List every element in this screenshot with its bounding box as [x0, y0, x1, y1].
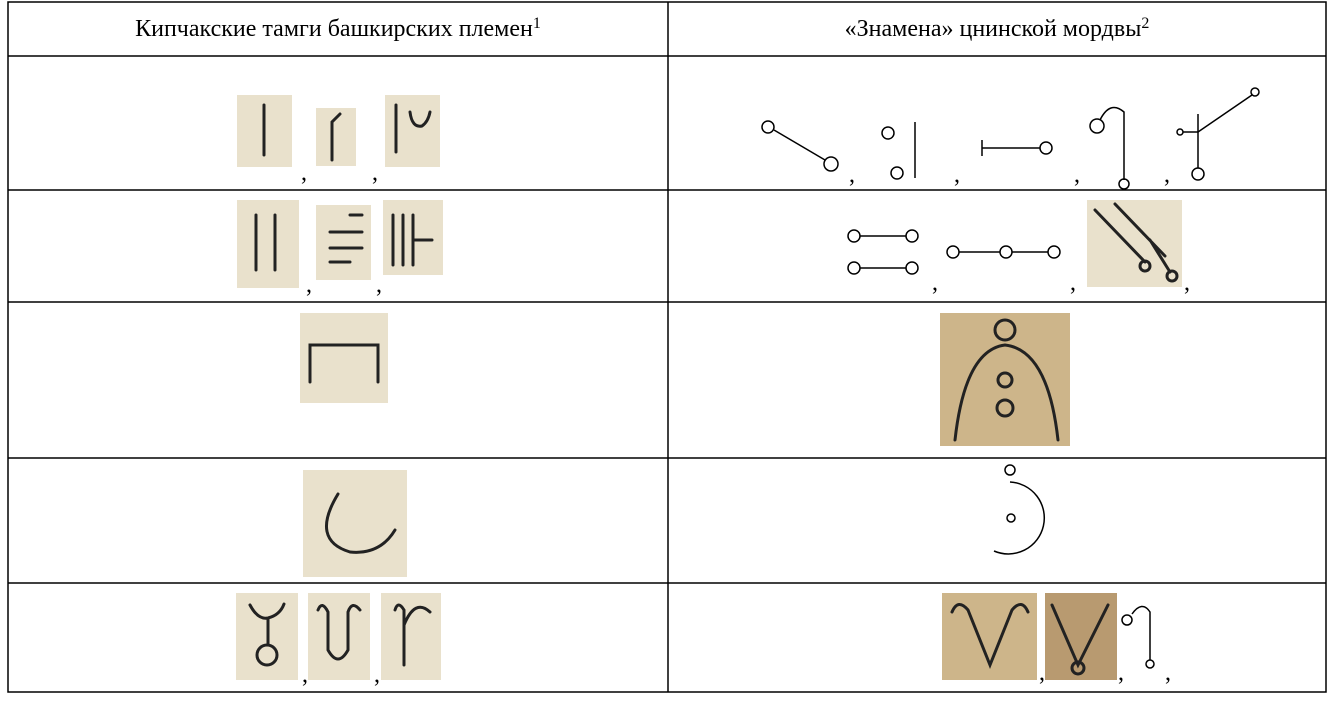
znamena-icons [940, 313, 1070, 446]
znamena-icons [847, 200, 1182, 287]
znamena-icons [942, 593, 1155, 680]
znamena-icons [761, 87, 1260, 190]
separator: , [302, 662, 308, 688]
separator: , [849, 162, 855, 188]
tamga-icons [303, 470, 407, 577]
separator: , [301, 160, 307, 186]
separator: , [376, 272, 382, 298]
column-header: Кипчакские тамги башкирских племен1 [135, 15, 541, 43]
tamga-icons [237, 200, 443, 288]
separator: , [954, 162, 960, 188]
footnote-mark: 1 [533, 15, 541, 32]
footnote-mark: 2 [1141, 15, 1149, 32]
header-text: Кипчакские тамги башкирских племен [135, 16, 533, 42]
tamga-icons [236, 593, 441, 680]
separator: , [1070, 270, 1076, 296]
separator: , [1165, 660, 1171, 686]
tamga-icons [300, 313, 388, 403]
separator: , [1184, 270, 1190, 296]
separator: , [1164, 162, 1170, 188]
separator: , [306, 272, 312, 298]
separator: , [1074, 162, 1080, 188]
znamena-icons [993, 464, 1046, 555]
separator: , [1039, 660, 1045, 686]
separator: , [372, 160, 378, 186]
header-text: «Знамена» цнинской мордвы [845, 16, 1142, 42]
separator: , [374, 662, 380, 688]
tamga-icons [237, 95, 440, 167]
table-border [7, 1, 1327, 693]
separator: , [932, 270, 938, 296]
column-header: «Знамена» цнинской мордвы2 [845, 15, 1150, 43]
separator: , [1118, 660, 1124, 686]
